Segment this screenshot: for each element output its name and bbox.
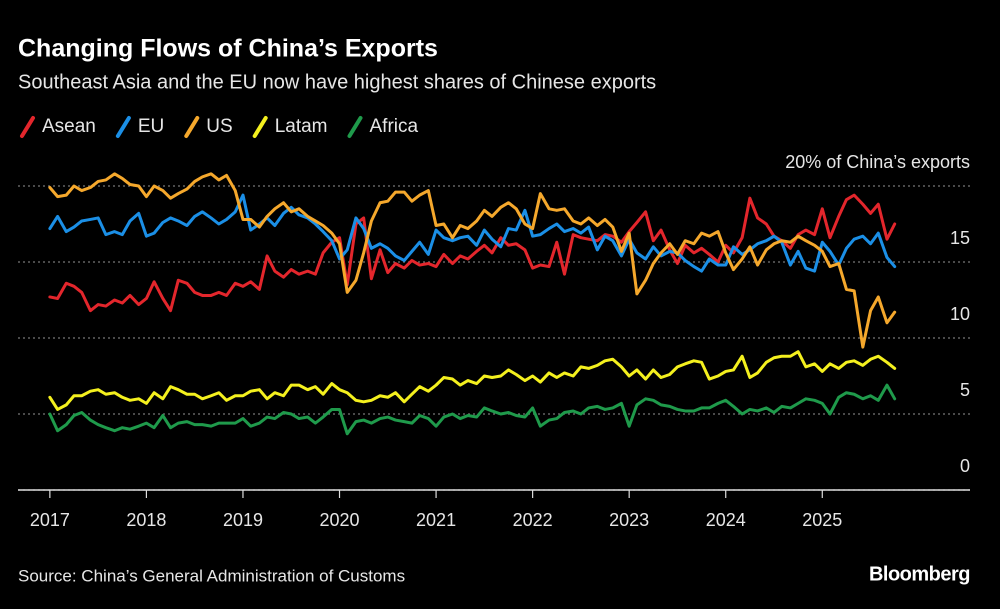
series-line [48,193,897,313]
x-tick-label: 2024 [706,510,746,530]
series-line [48,172,897,349]
legend-label: US [206,116,232,137]
legend-label: Africa [370,116,419,137]
x-tick-label: 2021 [416,510,456,530]
source-note: Source: China’s General Administration o… [18,566,405,585]
legend-swatch [347,116,363,138]
brand-logo: Bloomberg [869,563,970,585]
x-tick-label: 2017 [30,510,70,530]
chart-title: Changing Flows of China’s Exports [18,35,438,63]
x-tick-label: 2022 [513,510,553,530]
legend-swatch [115,116,131,138]
series-line [48,350,897,411]
series-line [48,193,897,273]
plot-lines [48,172,897,436]
x-tick-label: 2018 [126,510,166,530]
series-line [48,383,897,436]
x-tick-label: 2020 [319,510,359,530]
y-tick-label: 15 [950,228,970,248]
legend: Asean EU US Latam Africa [20,116,419,138]
legend-swatch [20,116,35,138]
y-tick-label: 10 [950,304,970,324]
grid: 0 5 10 15 20% of China’s exports 2017 2018 2019… [18,152,970,530]
legend-label: Asean [42,116,96,137]
y-tick-label: 20% of China’s exports [785,152,970,172]
legend-label: EU [138,116,164,137]
legend-swatch [252,116,268,138]
x-tick-label: 2025 [802,510,842,530]
y-tick-label: 5 [960,380,970,400]
x-tick-label: 2023 [609,510,649,530]
y-tick-label: 0 [960,456,970,476]
chart-subtitle: Southeast Asia and the EU now have highe… [18,71,656,93]
x-tick-label: 2019 [223,510,263,530]
legend-swatch [184,116,200,138]
legend-label: Latam [275,116,328,137]
